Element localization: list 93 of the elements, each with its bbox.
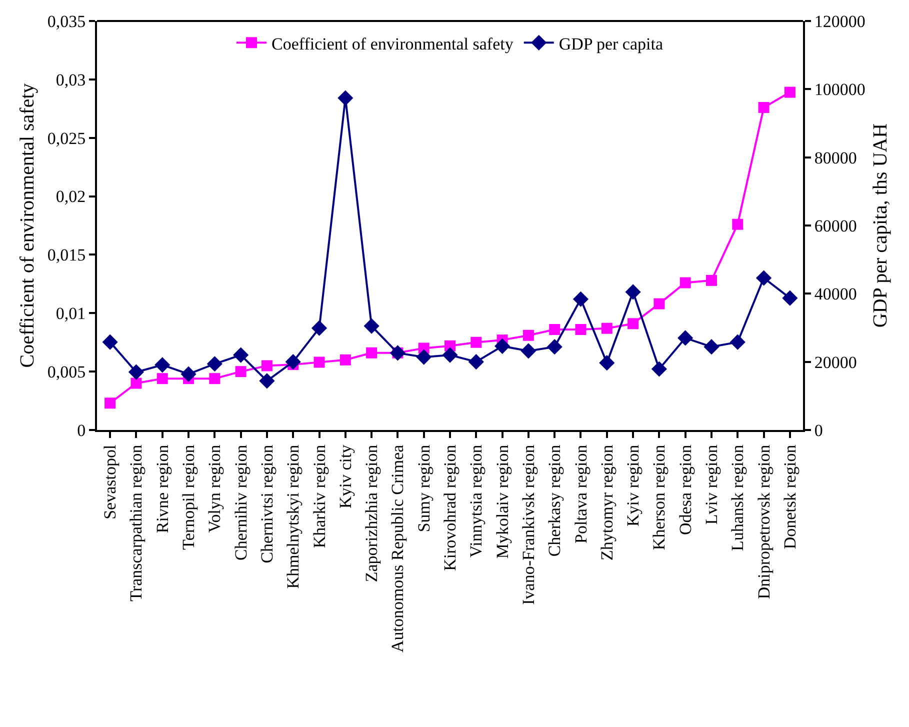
- x-tick-label: Mykolaiv region: [492, 444, 512, 559]
- y-tick-label: 0,005: [47, 362, 86, 382]
- point: [261, 360, 272, 372]
- y2-tick-label: 100000: [814, 80, 866, 100]
- x-tick-label: Donetsk region: [780, 444, 800, 550]
- point: [520, 343, 536, 359]
- x-tick-label: Lviv region: [702, 444, 722, 525]
- point: [680, 277, 691, 288]
- point: [130, 378, 142, 389]
- x-tick-label: Khmelnytskyi region: [284, 444, 303, 589]
- y-tick-label: 0: [77, 420, 86, 440]
- y-tick-label: 0,03: [56, 70, 86, 90]
- point: [314, 356, 325, 368]
- point: [784, 86, 796, 98]
- point: [104, 398, 116, 409]
- x-tick-label: Ivano-Frankivsk region: [518, 444, 538, 605]
- point: [340, 354, 351, 366]
- point: [416, 349, 432, 365]
- x-tick-label: Poltava region: [571, 444, 590, 544]
- point: [209, 373, 220, 384]
- point: [732, 218, 744, 230]
- x-tick-label: Kherson region: [650, 444, 669, 550]
- point: [706, 274, 717, 286]
- point: [651, 361, 667, 377]
- y-axis-title: Coefficient of environmental safety: [16, 83, 38, 368]
- y2-tick-label: 120000: [814, 12, 866, 31]
- point: [442, 347, 458, 363]
- point: [180, 366, 196, 382]
- x-tick-label: Luhansk region: [728, 444, 748, 552]
- x-tick-label: Dnipropetrovsk region: [754, 444, 774, 600]
- point: [364, 318, 380, 334]
- point: [470, 336, 482, 348]
- point: [494, 338, 510, 354]
- point: [285, 354, 301, 370]
- x-tick-label: Rivne region: [152, 444, 172, 534]
- point: [730, 334, 746, 350]
- point: [678, 330, 694, 346]
- y2-axis-title: GDP per capita, ths UAH: [869, 123, 892, 328]
- x-tick-label: Odesa region: [676, 444, 695, 535]
- x-tick-label: Volyn region: [205, 444, 224, 533]
- point: [546, 339, 562, 355]
- point: [311, 320, 328, 336]
- x-tick-label: Kyiv region: [624, 444, 643, 526]
- point: [156, 373, 168, 384]
- point: [102, 334, 118, 350]
- y-tick-label: 0,035: [47, 12, 86, 31]
- y2-tick-label: 60000: [814, 216, 857, 236]
- point: [628, 318, 639, 330]
- point: [522, 330, 534, 341]
- x-tick-label: Zaporizhzhia region: [362, 444, 382, 582]
- point: [154, 357, 170, 373]
- point: [782, 290, 798, 306]
- point: [756, 270, 772, 286]
- point: [128, 364, 144, 380]
- x-tick-label: Kharkiv region: [310, 444, 329, 548]
- x-tick-label: Sevastopol: [100, 444, 120, 520]
- y2-tick-label: 20000: [814, 352, 857, 372]
- y-tick-label: 0,01: [56, 304, 86, 324]
- y-tick-label: 0,015: [47, 246, 86, 265]
- legend-label: GDP per capita: [558, 34, 664, 54]
- point: [233, 347, 249, 363]
- point: [599, 355, 615, 371]
- x-tick-label: Chernivtsi region: [257, 444, 276, 564]
- x-tick-label: Transcarpathian region: [126, 444, 146, 602]
- point: [572, 291, 589, 307]
- point: [625, 284, 641, 300]
- x-tick-label: Autonomous Republic Crimea: [388, 444, 408, 653]
- y-tick-label: 0,02: [56, 187, 86, 206]
- x-tick-label: Vinnytsia region: [466, 444, 486, 558]
- y2-tick-label: 40000: [814, 284, 857, 304]
- point: [235, 366, 246, 378]
- point: [704, 339, 720, 355]
- y2-tick-label: 0: [814, 420, 823, 440]
- x-tick-label: Cherkasy region: [545, 444, 564, 557]
- y-tick-label: 0,025: [47, 128, 86, 148]
- point: [575, 324, 586, 335]
- point: [468, 354, 484, 370]
- point: [601, 322, 612, 334]
- point: [259, 373, 275, 389]
- point: [338, 90, 354, 106]
- y2-tick-label: 80000: [814, 148, 857, 168]
- legend-label: Coefficient of environmental safety: [272, 34, 514, 54]
- point: [758, 102, 770, 113]
- x-tick-label: Kirovohrad region: [440, 444, 460, 571]
- point: [206, 356, 222, 372]
- point: [549, 324, 560, 335]
- x-tick-label: Chernihiv region: [231, 444, 250, 560]
- x-tick-label: Kyiv city: [336, 444, 355, 509]
- x-tick-label: Ternopil region: [179, 444, 198, 550]
- x-tick-label: Sumy region: [414, 444, 434, 532]
- x-tick-label: Zhytomyr region: [597, 444, 616, 560]
- point: [366, 347, 378, 358]
- point: [654, 298, 665, 310]
